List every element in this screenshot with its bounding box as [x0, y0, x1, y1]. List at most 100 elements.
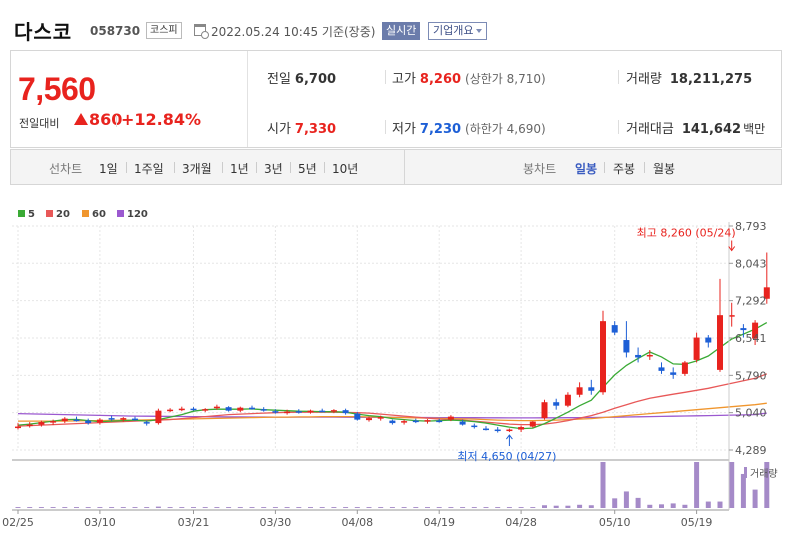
- candle-body: [576, 387, 583, 395]
- stock-code: 058730: [90, 24, 141, 38]
- x-tick-label: 05/10: [599, 516, 631, 529]
- candle-body: [330, 410, 337, 412]
- candle: [728, 302, 735, 327]
- candle: [670, 367, 677, 379]
- chart-grid: [12, 225, 729, 461]
- x-tick-label: 04/28: [505, 516, 537, 529]
- divider: [324, 162, 325, 173]
- volume-bar: [284, 507, 290, 508]
- tab-3m[interactable]: 3개월: [182, 162, 212, 176]
- candle: [73, 416, 80, 422]
- candle: [120, 417, 127, 422]
- volume-bar: [670, 503, 676, 508]
- market-badge: 코스피: [146, 22, 182, 39]
- volume-bar: [50, 507, 56, 508]
- realtime-button[interactable]: 실시간: [382, 22, 421, 40]
- candle-body: [96, 419, 103, 423]
- y-tick-label: 4,289: [735, 444, 767, 457]
- y-tick-label: 5,790: [735, 369, 767, 382]
- volume-bar: [483, 507, 489, 508]
- candle-body: [424, 420, 431, 422]
- volume-bar: [612, 498, 618, 508]
- tab-3y[interactable]: 3년: [264, 162, 283, 176]
- volume-bar: [366, 507, 372, 508]
- candle-body: [38, 422, 45, 425]
- candle: [178, 406, 185, 412]
- volume-bar: [401, 507, 407, 508]
- candle-body: [85, 420, 92, 424]
- candle-body: [670, 372, 677, 375]
- volume-bar: [308, 507, 313, 508]
- candle: [26, 422, 33, 428]
- candle: [693, 332, 700, 363]
- candle-body: [284, 411, 291, 414]
- chart-annotations: 최고 8,260 (05/24) 최저 4,650 (04/27): [457, 227, 735, 464]
- tab-1w[interactable]: 1주일: [134, 162, 164, 176]
- volume-bar: [389, 507, 395, 508]
- y-tick-label: 6,541: [735, 332, 767, 345]
- low-arrow-head: [506, 434, 513, 440]
- corp-info-dropdown[interactable]: 기업개요: [428, 22, 488, 40]
- candle-body: [646, 354, 653, 357]
- candle: [307, 409, 314, 414]
- high-arrow-head: [728, 246, 736, 252]
- candle-body: [389, 420, 396, 424]
- volume-bar: [167, 507, 173, 508]
- legend-ma20: 20: [46, 209, 70, 220]
- tab-weekly[interactable]: 주봉: [613, 162, 636, 176]
- volume-bar: [495, 507, 501, 508]
- x-tick-label: 05/19: [681, 516, 713, 529]
- volume-bar: [319, 507, 325, 508]
- volume-bar: [460, 507, 466, 508]
- legend-swatch: [117, 210, 124, 217]
- candle-body: [167, 409, 174, 412]
- tab-monthly[interactable]: 월봉: [653, 162, 676, 176]
- candle: [143, 420, 150, 426]
- candle-body: [213, 406, 220, 409]
- candle-body: [494, 429, 501, 432]
- volume-bar: [600, 462, 606, 508]
- volume-bar: [506, 507, 512, 508]
- y-tick-label: 8,043: [735, 257, 767, 270]
- tab-5y[interactable]: 5년: [298, 162, 317, 176]
- candle: [342, 408, 349, 415]
- volume-bar: [343, 507, 349, 508]
- volume-bar: [74, 507, 79, 508]
- tab-1y[interactable]: 1년: [230, 162, 249, 176]
- candle-body: [132, 418, 138, 421]
- volume-bar: [249, 507, 255, 508]
- candle: [483, 426, 489, 431]
- volume-bar: [132, 507, 138, 508]
- candle: [447, 415, 454, 422]
- candle-body: [564, 394, 571, 406]
- candlestick-series: [15, 252, 770, 433]
- chevron-down-icon: [476, 29, 483, 33]
- volume-series: 거래량: [15, 462, 778, 508]
- candle: [541, 399, 548, 420]
- volume-bar: [354, 507, 360, 508]
- divider: [385, 120, 386, 134]
- x-tick-label: 03/30: [260, 516, 292, 529]
- tab-daily[interactable]: 일봉: [575, 162, 598, 176]
- tab-10y[interactable]: 10년: [332, 162, 359, 176]
- candle-body: [529, 421, 536, 427]
- candle-body: [143, 422, 150, 424]
- candle-body: [459, 421, 466, 425]
- candle-body: [471, 425, 478, 428]
- candle: [366, 416, 372, 422]
- tab-1d[interactable]: 1일: [99, 162, 118, 176]
- candle: [15, 423, 21, 430]
- volume-bar: [144, 507, 150, 508]
- candle-body: [588, 387, 595, 391]
- candle: [518, 425, 525, 433]
- candle-body: [295, 411, 302, 413]
- candle: [752, 320, 759, 346]
- candle: [167, 408, 174, 413]
- legend-swatch: [18, 210, 25, 217]
- candle: [564, 392, 571, 408]
- volume-bar: [565, 505, 571, 508]
- candle-body: [225, 407, 232, 411]
- candle-body: [178, 408, 185, 411]
- volume-bar: [588, 505, 594, 508]
- volume-bar: [214, 507, 220, 508]
